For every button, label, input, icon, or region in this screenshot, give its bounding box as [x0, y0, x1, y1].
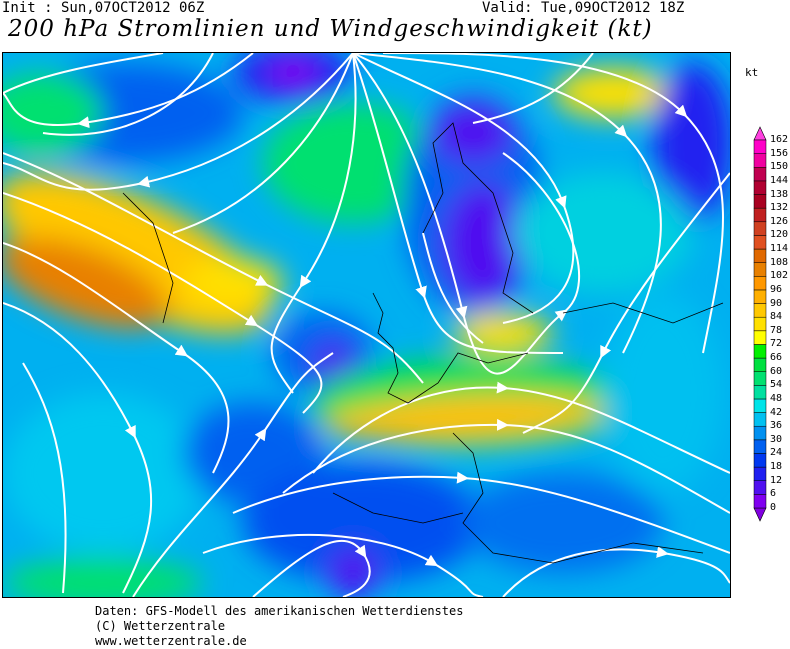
colorbar-bin — [753, 453, 767, 468]
colorbar-label: 162 — [770, 134, 789, 145]
colorbar-bin — [753, 425, 767, 441]
colorbar-label: 132 — [770, 202, 789, 214]
colorbar-bin — [753, 412, 767, 427]
colorbar-bin — [753, 316, 767, 332]
colorbar-bin — [753, 262, 767, 277]
footer-data-source: Daten: GFS-Modell des amerikanischen Wet… — [95, 604, 464, 618]
colorbar-bin — [753, 248, 767, 263]
colorbar-bin — [753, 480, 767, 495]
init-time: Init : Sun,07OCT2012 06Z — [2, 0, 205, 16]
colorbar-label: 72 — [770, 338, 783, 350]
colorbar-bin — [753, 344, 767, 359]
colorbar-label: 90 — [770, 297, 783, 309]
colorbar-label: 6 — [770, 488, 777, 500]
colorbar-bin — [753, 207, 767, 223]
colorbar-bin — [753, 303, 767, 318]
colorbar-bin — [753, 167, 767, 182]
colorbar-label: 18 — [770, 461, 783, 473]
colorbar-label: 102 — [770, 270, 789, 282]
colorbar-label: 0 — [770, 502, 777, 513]
colorbar-label: 78 — [770, 324, 783, 336]
colorbar-unit: kt — [745, 66, 759, 79]
colorbar-label: 96 — [770, 283, 783, 295]
colorbar-label: 144 — [770, 174, 789, 186]
streamlines — [3, 53, 730, 597]
footer-copyright: (C) Wetterzentrale — [95, 619, 226, 633]
colorbar-bin — [753, 194, 767, 209]
colorbar-label: 24 — [770, 447, 783, 459]
colorbar-bin — [753, 276, 767, 291]
valid-time: Valid: Tue,09OCT2012 18Z — [482, 0, 685, 16]
colorbar-label: 138 — [770, 188, 789, 200]
colorbar-label: 30 — [770, 433, 783, 445]
colorbar-label: 48 — [770, 392, 783, 404]
colorbar-bin — [753, 221, 767, 236]
colorbar-bin — [753, 439, 767, 454]
colorbar-bin — [753, 398, 767, 413]
colorbar-label: 66 — [770, 352, 783, 364]
colorbar-label: 120 — [770, 229, 789, 241]
colorbar-bin — [753, 357, 767, 372]
colorbar-label: 126 — [770, 215, 789, 227]
colorbar-arrow-low — [753, 507, 767, 522]
colorbar-arrow-high — [753, 126, 767, 141]
colorbar-bin — [753, 494, 767, 509]
colorbar-label: 54 — [770, 379, 783, 391]
colorbar-label: 42 — [770, 406, 783, 418]
colorbar-bin — [753, 466, 767, 481]
colorbar-bin — [753, 289, 767, 304]
colorbar-bin — [753, 153, 767, 168]
colorbar-label: 150 — [770, 161, 789, 173]
colorbar-label: 12 — [770, 474, 783, 486]
colorbar-label: 156 — [770, 147, 789, 159]
colorbar-bin — [753, 235, 767, 250]
colorbar-bin — [753, 330, 767, 345]
colorbar-bin — [753, 180, 767, 195]
colorbar-label: 114 — [770, 243, 789, 255]
colorbar-bin — [753, 139, 767, 154]
colorbar-bin — [753, 385, 767, 400]
colorbar — [753, 126, 767, 522]
colorbar-label: 84 — [770, 311, 783, 323]
wind-map — [2, 52, 731, 598]
colorbar-label: 108 — [770, 256, 789, 268]
footer: Daten: GFS-Modell des amerikanischen Wet… — [95, 604, 463, 649]
footer-url[interactable]: www.wetterzentrale.de — [95, 634, 247, 648]
colorbar-bin — [753, 371, 767, 386]
map-title: 200 hPa Stromlinien und Windgeschwindigk… — [8, 16, 653, 42]
colorbar-label: 60 — [770, 365, 783, 377]
coastlines — [122, 122, 724, 564]
colorbar-label: 36 — [770, 420, 783, 432]
